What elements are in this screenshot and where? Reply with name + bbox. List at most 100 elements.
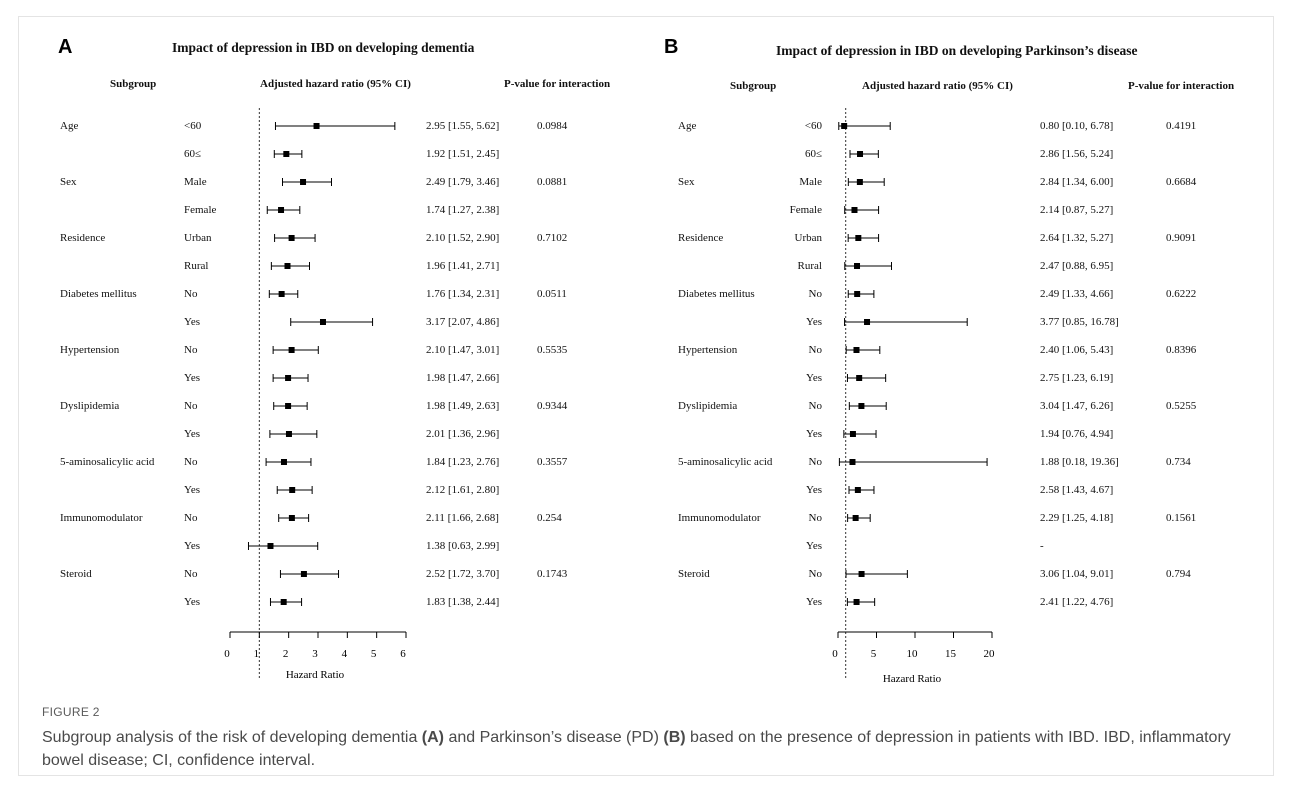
hr-ci-text: 3.06 [1.04, 9.01] xyxy=(1040,568,1114,580)
x-tick-label: 15 xyxy=(945,648,957,660)
figure-card xyxy=(18,16,1274,776)
hr-point xyxy=(300,571,307,577)
subgroup-level: No xyxy=(808,288,822,300)
hr-ci-text: 1.84 [1.23, 2.76] xyxy=(426,456,500,468)
subgroup-label: 5-aminosalicylic acid xyxy=(60,456,155,468)
p-interaction: 0.0511 xyxy=(537,288,567,300)
hr-point xyxy=(285,375,292,381)
hr-ci-text: 1.96 [1.41, 2.71] xyxy=(426,260,500,272)
hr-point xyxy=(856,179,863,185)
hr-ci-text: 2.41 [1.22, 4.76] xyxy=(1040,596,1114,608)
p-interaction: 0.1561 xyxy=(1166,512,1197,524)
hr-ci-text: 2.12 [1.61, 2.80] xyxy=(426,484,500,496)
subgroup-level: Rural xyxy=(184,260,209,272)
x-tick-label: 5 xyxy=(871,648,877,660)
hr-ci-text: 2.01 [1.36, 2.96] xyxy=(426,428,500,440)
hr-point xyxy=(289,487,296,493)
hr-point xyxy=(864,319,871,325)
hr-ci-text: 1.94 [0.76, 4.94] xyxy=(1040,428,1114,440)
header-hazard-ratio: Adjusted hazard ratio (95% CI) xyxy=(260,78,411,90)
subgroup-level: Male xyxy=(799,176,822,188)
hr-ci-text: 2.49 [1.33, 4.66] xyxy=(1040,288,1114,300)
hr-ci-text: 3.77 [0.85, 16.78] xyxy=(1040,316,1119,328)
hr-point xyxy=(288,515,295,521)
hr-ci-text: 2.29 [1.25, 4.18] xyxy=(1040,512,1114,524)
hr-ci-text: 1.88 [0.18, 19.36] xyxy=(1040,456,1119,468)
p-interaction: 0.6222 xyxy=(1166,288,1197,300)
subgroup-level: <60 xyxy=(804,120,822,132)
panel-title: Impact of depression in IBD on developin… xyxy=(172,40,475,55)
x-tick-label: 2 xyxy=(283,648,289,660)
caption-text-1: Subgroup analysis of the risk of develop… xyxy=(42,729,422,746)
hr-ci-text: 2.14 [0.87, 5.27] xyxy=(1040,204,1114,216)
x-tick-label: 20 xyxy=(984,648,996,660)
x-tick-label: 3 xyxy=(312,648,318,660)
subgroup-level: Yes xyxy=(805,316,822,328)
subgroup-level: Urban xyxy=(794,232,823,244)
header-hazard-ratio: Adjusted hazard ratio (95% CI) xyxy=(862,80,1013,92)
p-interaction: 0.9344 xyxy=(537,400,568,412)
p-interaction: 0.8396 xyxy=(1166,344,1197,356)
hr-point xyxy=(858,403,865,409)
subgroup-label: Sex xyxy=(678,176,695,188)
subgroup-level: No xyxy=(184,568,198,580)
subgroup-label: Sex xyxy=(60,176,77,188)
p-interaction: 0.5535 xyxy=(537,344,568,356)
hr-ci-text: - xyxy=(1040,540,1044,552)
hr-point xyxy=(300,179,307,185)
subgroup-level: No xyxy=(808,568,822,580)
hr-point xyxy=(857,151,864,157)
hr-point xyxy=(284,263,291,269)
hr-point xyxy=(288,347,295,353)
subgroup-label: Dyslipidemia xyxy=(678,400,738,412)
hr-ci-text: 2.64 [1.32, 5.27] xyxy=(1040,232,1114,244)
hr-point xyxy=(854,487,861,493)
header-p-value: P-value for interaction xyxy=(1128,80,1235,92)
x-axis-label: Hazard Ratio xyxy=(286,669,345,681)
subgroup-label: Residence xyxy=(60,232,106,244)
subgroup-level: <60 xyxy=(184,120,202,132)
panel-letter: A xyxy=(58,36,73,58)
subgroup-label: Age xyxy=(60,120,79,132)
subgroup-label: Steroid xyxy=(678,568,710,580)
x-tick-label: 5 xyxy=(371,648,377,660)
hr-ci-text: 1.38 [0.63, 2.99] xyxy=(426,540,500,552)
x-tick-label: 10 xyxy=(907,648,919,660)
x-tick-label: 4 xyxy=(342,648,348,660)
p-interaction: 0.1743 xyxy=(537,568,568,580)
subgroup-level: Female xyxy=(184,204,217,216)
hr-point xyxy=(313,123,320,129)
subgroup-label: Residence xyxy=(678,232,724,244)
caption-panel-b-ref: (B) xyxy=(663,729,686,746)
p-interaction: 0.3557 xyxy=(537,456,568,468)
subgroup-level: Yes xyxy=(184,316,201,328)
x-tick-label: 1 xyxy=(254,648,260,660)
subgroup-level: No xyxy=(808,400,822,412)
panel-letter: B xyxy=(664,36,679,58)
subgroup-level: Rural xyxy=(797,260,822,272)
subgroup-level: No xyxy=(184,400,198,412)
subgroup-level: Male xyxy=(184,176,207,188)
subgroup-level: No xyxy=(808,512,822,524)
p-interaction: 0.734 xyxy=(1166,456,1191,468)
p-interaction: 0.4191 xyxy=(1166,120,1197,132)
subgroup-label: Immunomodulator xyxy=(60,512,143,524)
subgroup-level: Urban xyxy=(184,232,212,244)
hr-point xyxy=(285,431,292,437)
subgroup-level: No xyxy=(184,288,198,300)
hr-ci-text: 2.11 [1.66, 2.68] xyxy=(426,512,499,524)
hr-ci-text: 2.10 [1.52, 2.90] xyxy=(426,232,500,244)
p-interaction: 0.0984 xyxy=(537,120,568,132)
subgroup-label: Hypertension xyxy=(60,344,120,356)
figure-label: FIGURE 2 xyxy=(42,705,100,719)
subgroup-level: No xyxy=(184,344,198,356)
subgroup-level: 60≤ xyxy=(184,148,202,160)
hr-ci-text: 2.95 [1.55, 5.62] xyxy=(426,120,500,132)
hr-ci-text: 0.80 [0.10, 6.78] xyxy=(1040,120,1114,132)
subgroup-level: Yes xyxy=(805,596,822,608)
hr-ci-text: 1.74 [1.27, 2.38] xyxy=(426,204,500,216)
subgroup-label: Age xyxy=(678,120,697,132)
hr-point xyxy=(841,123,848,129)
p-interaction: 0.7102 xyxy=(537,232,568,244)
p-interaction: 0.5255 xyxy=(1166,400,1197,412)
